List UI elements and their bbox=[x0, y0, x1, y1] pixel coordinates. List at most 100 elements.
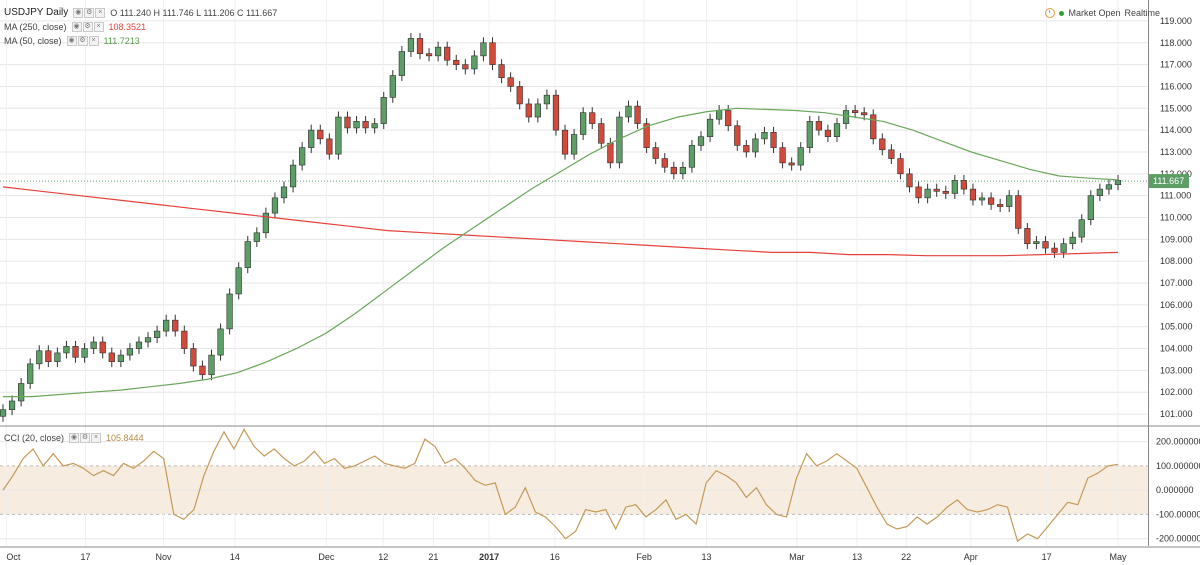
settings-icon[interactable]: ⚙ bbox=[80, 433, 91, 443]
price-tick-label: 105.000 bbox=[1160, 322, 1193, 332]
candle-down bbox=[181, 330, 188, 349]
cci-value: 105.8444 bbox=[106, 433, 144, 443]
candle-down bbox=[326, 138, 333, 155]
candle-up bbox=[208, 354, 215, 376]
candle-down bbox=[1042, 241, 1049, 249]
candle-down bbox=[987, 197, 995, 205]
candle-up bbox=[289, 164, 297, 188]
price-tick-label: 109.000 bbox=[1160, 234, 1193, 244]
candle-up bbox=[244, 241, 251, 269]
candle-down bbox=[561, 129, 569, 155]
candle-up bbox=[126, 348, 134, 356]
candle-down bbox=[897, 158, 904, 175]
candle-up bbox=[924, 188, 931, 199]
ma250-legend: MA (250, close) ◉ ⚙ × 108.3521 bbox=[4, 21, 146, 33]
candle-down bbox=[815, 121, 822, 131]
ma250-value: 108.3521 bbox=[108, 22, 147, 32]
price-tick-label: 115.000 bbox=[1160, 103, 1192, 113]
candle-down bbox=[969, 188, 977, 201]
eye-icon[interactable]: ◉ bbox=[71, 22, 82, 32]
cci-legend: CCI (20, close) ◉ ⚙ × 105.8444 bbox=[4, 432, 144, 444]
price-tick-label: 104.000 bbox=[1160, 344, 1193, 354]
price-tick-label: 106.000 bbox=[1160, 300, 1193, 310]
time-tick-label: Apr bbox=[964, 552, 978, 562]
time-tick-label: 2017 bbox=[479, 552, 499, 562]
candle-down bbox=[317, 129, 324, 140]
last-price-label: 111.667 bbox=[1153, 176, 1184, 186]
last-price-tag bbox=[1149, 174, 1189, 189]
price-tick-label: 114.000 bbox=[1160, 125, 1192, 135]
price-tick-label: 107.000 bbox=[1160, 278, 1193, 288]
settings-icon[interactable]: ⚙ bbox=[82, 22, 93, 32]
candle-down bbox=[960, 180, 968, 190]
candle-up bbox=[833, 123, 841, 137]
candle-down bbox=[99, 341, 106, 354]
candle-down bbox=[634, 105, 641, 124]
status-dot-icon bbox=[1059, 10, 1065, 16]
candle-up bbox=[716, 110, 723, 120]
eye-icon[interactable]: ◉ bbox=[73, 8, 84, 18]
candle-down bbox=[788, 162, 795, 166]
time-tick-label: 13 bbox=[702, 552, 712, 562]
cci-tick-label: 100.000000 bbox=[1156, 461, 1200, 471]
close-icon[interactable]: × bbox=[91, 433, 102, 443]
time-tick-label: 21 bbox=[428, 552, 438, 562]
price-tick-label: 101.000 bbox=[1160, 409, 1193, 419]
candle-down bbox=[416, 38, 424, 54]
cci-tick-label: 0.000000 bbox=[1156, 485, 1194, 495]
candle-down bbox=[652, 147, 659, 159]
candle-down bbox=[462, 64, 469, 70]
candle-up bbox=[1114, 180, 1122, 186]
candle-up bbox=[0, 409, 7, 417]
candle-down bbox=[915, 186, 922, 199]
settings-icon[interactable]: ⚙ bbox=[77, 36, 88, 46]
candle-up bbox=[480, 42, 487, 57]
candle-down bbox=[824, 129, 832, 137]
candle-down bbox=[516, 86, 523, 105]
candle-up bbox=[1033, 241, 1040, 245]
candle-down bbox=[589, 112, 596, 124]
cci-tick-label: -200.000000 bbox=[1156, 534, 1200, 544]
candle-up bbox=[280, 186, 288, 199]
time-tick-label: 17 bbox=[81, 552, 91, 562]
candle-down bbox=[779, 147, 786, 164]
candle-down bbox=[552, 94, 560, 131]
candle-up bbox=[471, 55, 478, 70]
candle-down bbox=[888, 149, 895, 159]
candle-up bbox=[570, 134, 578, 155]
market-status: Market Open Realtime bbox=[1045, 8, 1160, 18]
settings-icon[interactable]: ⚙ bbox=[84, 8, 95, 18]
candle-up bbox=[8, 400, 16, 411]
candle-down bbox=[444, 46, 451, 61]
price-legend: USDJPY Daily ◉ ⚙ × O 111.240 H 111.746 L… bbox=[4, 7, 277, 19]
candle-up bbox=[271, 197, 279, 214]
eye-icon[interactable]: ◉ bbox=[69, 433, 80, 443]
candle-down bbox=[661, 158, 668, 168]
candle-down bbox=[870, 114, 877, 140]
candle-up bbox=[688, 145, 696, 168]
time-tick-label: 17 bbox=[1042, 552, 1052, 562]
close-icon[interactable]: × bbox=[93, 22, 104, 32]
candle-up bbox=[951, 180, 958, 194]
candle-up bbox=[1078, 219, 1085, 238]
clock-icon bbox=[1045, 8, 1056, 18]
candle-up bbox=[380, 97, 387, 124]
close-icon[interactable]: × bbox=[88, 36, 99, 46]
candle-up bbox=[435, 46, 442, 57]
close-icon[interactable]: × bbox=[95, 8, 106, 18]
time-tick-label: Feb bbox=[636, 552, 652, 562]
price-tick-label: 119.000 bbox=[1160, 16, 1192, 26]
price-tick-label: 112.000 bbox=[1160, 169, 1192, 179]
ma250-label: MA (250, close) bbox=[4, 22, 67, 32]
candle-up bbox=[63, 346, 70, 354]
candle-up bbox=[217, 328, 224, 356]
candle-up bbox=[1006, 195, 1013, 207]
ma50-line bbox=[3, 107, 1119, 398]
candle-down bbox=[734, 125, 741, 146]
time-tick-label: Nov bbox=[156, 552, 173, 562]
candle-up bbox=[398, 51, 405, 76]
candle-down bbox=[770, 132, 777, 148]
eye-icon[interactable]: ◉ bbox=[66, 36, 77, 46]
candle-up bbox=[90, 341, 97, 349]
